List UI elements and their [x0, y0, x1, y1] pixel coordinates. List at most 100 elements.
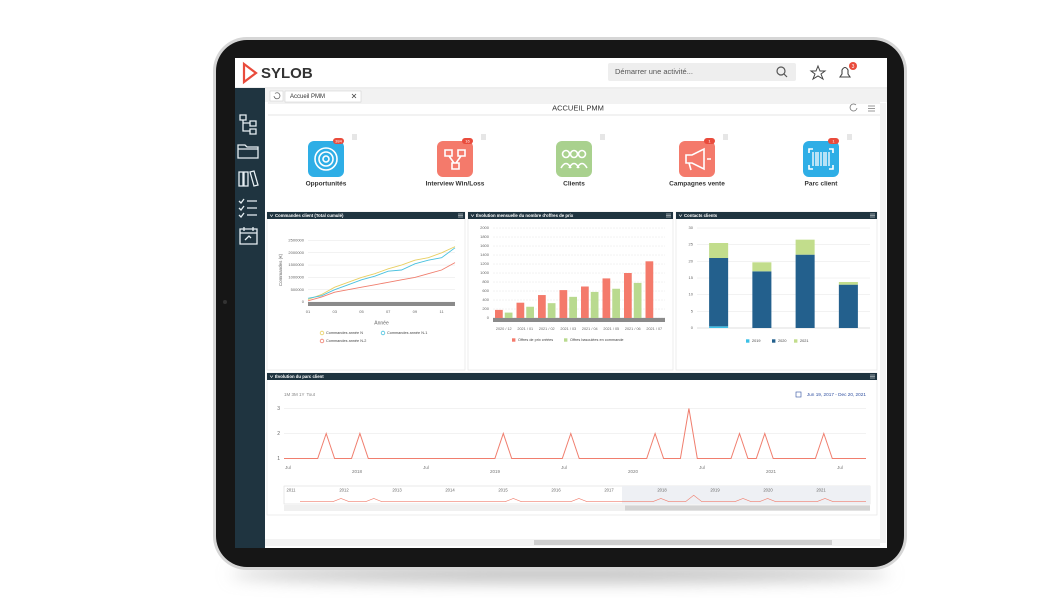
navigator-label: 2011: [286, 488, 296, 493]
menu-tasks-icon[interactable]: [238, 198, 257, 218]
page-menu-icon[interactable]: [868, 105, 875, 112]
bar-segment: [838, 282, 858, 285]
y-tick-label: 2000000: [288, 250, 304, 255]
icon-shape: [561, 149, 571, 159]
refresh-icon[interactable]: [849, 103, 858, 112]
y-tick-label: 20: [689, 258, 694, 263]
tile-badge-count: 1: [832, 138, 835, 143]
camera: [223, 300, 227, 304]
navigator-selection[interactable]: [622, 486, 870, 504]
x-tick-label: 2021 / 04: [582, 327, 598, 331]
legend-marker[interactable]: [564, 338, 568, 342]
tile-badge: [462, 138, 473, 144]
bar: [538, 295, 546, 318]
y-tick-label: 30: [689, 225, 694, 230]
legend-marker[interactable]: [746, 339, 750, 343]
y-tick-label: 1000: [480, 270, 490, 275]
navigator-label: 2018: [657, 488, 667, 493]
favorites-icon[interactable]: [809, 64, 827, 81]
y-tick-label: 400: [482, 297, 489, 302]
panel-header: [267, 212, 465, 219]
tile-menu[interactable]: [352, 134, 357, 140]
history-icon: [273, 92, 281, 100]
panel-menu[interactable]: [666, 213, 671, 218]
icon-shape: [808, 148, 834, 170]
tile-label: Opportunités: [306, 181, 347, 188]
tab-label[interactable]: Accueil PMM: [290, 94, 325, 100]
panel-menu[interactable]: [870, 213, 875, 218]
tile-menu[interactable]: [723, 134, 728, 140]
y-tick-label: 0: [691, 325, 694, 330]
menu-folder-icon[interactable]: [237, 144, 259, 159]
x-tick-label: 11: [440, 309, 445, 314]
search-box[interactable]: [608, 63, 796, 81]
legend-label: Offres basculées en commande: [570, 338, 624, 342]
notifications-count: 3: [852, 64, 855, 70]
history-button[interactable]: [269, 90, 284, 102]
legend-marker[interactable]: [380, 330, 386, 336]
panel-collapse[interactable]: [470, 214, 475, 217]
panel-title: Contacts clients: [684, 213, 718, 218]
scroll-strip: [308, 302, 455, 306]
notifications-icon[interactable]: [838, 66, 852, 78]
range-button: 1Y: [299, 392, 305, 397]
panel-collapse[interactable]: [678, 214, 683, 217]
search-icon[interactable]: [776, 66, 786, 76]
navigator-label: 2014: [445, 488, 455, 493]
tile-icon[interactable]: [437, 141, 473, 177]
bar: [624, 273, 632, 318]
tile-icon[interactable]: [556, 141, 592, 177]
search-placeholder[interactable]: Démarrer une activité...: [615, 67, 693, 76]
menu-library-icon[interactable]: [238, 170, 259, 187]
navigator-label: 2013: [392, 488, 402, 493]
legend-marker[interactable]: [512, 338, 516, 342]
y-tick-label: 5: [691, 308, 694, 313]
legend-label: Commandes année N-2: [326, 339, 366, 343]
icon-shape: [318, 151, 334, 167]
icon-shape: [444, 149, 466, 170]
tab-close[interactable]: [351, 93, 357, 99]
series-line: [284, 408, 866, 459]
panel-menu[interactable]: [458, 213, 463, 218]
panel-collapse[interactable]: [269, 214, 274, 217]
bar: [559, 290, 568, 318]
tile-badge-count: 384: [335, 138, 342, 143]
tile-icon[interactable]: [679, 141, 715, 177]
legend-marker[interactable]: [794, 339, 798, 343]
bar: [547, 303, 556, 318]
x-tick-label: Jul: [699, 465, 705, 470]
y-tick-label: 1600: [480, 243, 490, 248]
y-tick-label: 1200: [480, 261, 490, 266]
tab-bar: [265, 89, 887, 102]
panel-collapse[interactable]: [269, 375, 274, 378]
navigator-scroll-thumb[interactable]: [625, 505, 870, 511]
sidebar: [235, 88, 265, 548]
date-range-icon[interactable]: [795, 391, 802, 398]
tile-badge-count: 1: [708, 138, 711, 143]
navigator-scroll[interactable]: [284, 505, 870, 511]
vertical-scrollbar[interactable]: [880, 103, 886, 543]
tab[interactable]: [284, 90, 362, 103]
y-tick-label: 500000: [291, 287, 305, 292]
x-tick-label: 2018: [352, 469, 363, 474]
menu-calendar-icon[interactable]: [239, 227, 258, 245]
icon-shape: [577, 149, 587, 159]
tile-menu[interactable]: [600, 134, 605, 140]
tile-menu[interactable]: [481, 134, 486, 140]
x-tick-label: 01: [306, 309, 311, 314]
legend-marker[interactable]: [319, 330, 325, 336]
bar-segment: [752, 271, 772, 328]
bar-segment: [709, 243, 729, 258]
bar: [590, 291, 599, 318]
panel-menu[interactable]: [870, 374, 875, 379]
menu-tree-icon[interactable]: [239, 114, 257, 135]
navigator-label: 2020: [763, 488, 773, 493]
x-axis-label: Année: [374, 320, 389, 326]
tile-menu[interactable]: [847, 134, 852, 140]
horizontal-scroll-thumb[interactable]: [534, 540, 832, 545]
tile-label: Parc client: [805, 181, 839, 188]
tile-icon[interactable]: [308, 141, 344, 177]
legend-marker[interactable]: [319, 338, 325, 344]
legend-marker[interactable]: [772, 339, 776, 343]
legend-label: Offres de prix créées: [518, 338, 553, 342]
